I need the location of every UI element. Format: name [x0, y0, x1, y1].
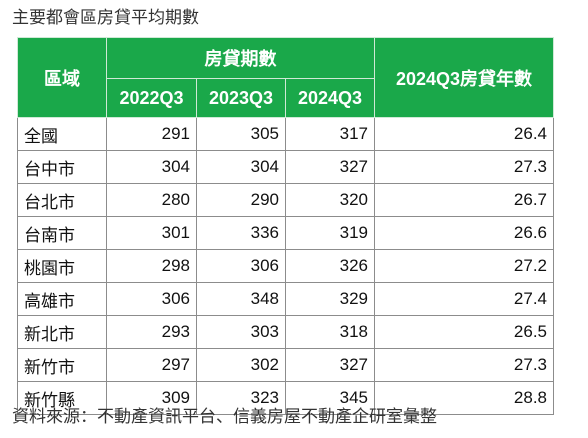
region-cell: 新竹市	[17, 348, 107, 382]
period-2022q3-cell: 298	[106, 249, 197, 283]
period-2023q3-cell: 304	[196, 150, 286, 184]
table-row: 全國 291 305 317 26.4	[17, 117, 555, 151]
table-row: 台南市 301 336 319 26.6	[17, 216, 555, 250]
region-cell: 台北市	[17, 183, 107, 217]
region-cell: 全國	[17, 117, 107, 151]
period-2023q3-cell: 306	[196, 249, 286, 283]
period-2022q3-cell: 280	[106, 183, 197, 217]
table-title: 主要都會區房貸平均期數	[12, 8, 199, 28]
period-2024q3-cell: 327	[284, 348, 376, 382]
years-cell: 28.8	[374, 381, 555, 415]
header-mortgage-years: 2024Q3房貸年數	[374, 37, 555, 118]
period-2022q3-cell: 297	[106, 348, 197, 382]
region-cell: 台南市	[17, 216, 107, 250]
region-cell: 台中市	[17, 150, 107, 184]
period-2024q3-cell: 317	[284, 117, 376, 151]
period-2024q3-cell: 318	[284, 315, 376, 349]
table-row: 高雄市 306 348 329 27.4	[17, 282, 555, 316]
period-2023q3-cell: 348	[196, 282, 286, 316]
period-2022q3-cell: 306	[106, 282, 197, 316]
region-cell: 新竹縣	[17, 381, 107, 415]
period-2024q3-cell: 327	[284, 150, 376, 184]
years-cell: 27.2	[374, 249, 555, 283]
header-period-2024q3: 2024Q3	[284, 78, 376, 118]
region-cell: 新北市	[17, 315, 107, 349]
period-2022q3-cell: 304	[106, 150, 197, 184]
period-2023q3-cell: 302	[196, 348, 286, 382]
years-cell: 26.5	[374, 315, 555, 349]
header-period-2022q3: 2022Q3	[106, 78, 197, 118]
years-cell: 26.6	[374, 216, 555, 250]
period-2022q3-cell: 291	[106, 117, 197, 151]
years-cell: 26.4	[374, 117, 555, 151]
table-row: 新北市 293 303 318 26.5	[17, 315, 555, 349]
region-cell: 高雄市	[17, 282, 107, 316]
years-cell: 27.3	[374, 348, 555, 382]
table-row: 台中市 304 304 327 27.3	[17, 150, 555, 184]
table-row: 新竹縣 309 323 345 28.8	[17, 381, 555, 415]
table-row: 桃園市 298 306 326 27.2	[17, 249, 555, 283]
table-body: 全國 291 305 317 26.4 台中市 304 304 327 27.3 台北市 280 290…	[17, 117, 555, 415]
period-2022q3-cell: 301	[106, 216, 197, 250]
header-mortgage-periods: 房貸期數	[105, 37, 376, 79]
source-note: 資料來源：不動產資訊平台、信義房屋不動產企研室彙整	[12, 407, 437, 427]
period-2023q3-cell: 305	[196, 117, 286, 151]
period-2024q3-cell: 319	[284, 216, 376, 250]
years-cell: 27.3	[374, 150, 555, 184]
header-period-2023q3: 2023Q3	[196, 78, 286, 118]
period-2024q3-cell: 320	[284, 183, 376, 217]
header-region: 區域	[17, 37, 107, 118]
period-2023q3-cell: 303	[196, 315, 286, 349]
table-row: 新竹市 297 302 327 27.3	[17, 348, 555, 382]
years-cell: 26.7	[374, 183, 555, 217]
mortgage-table: 區域 房貸期數 2024Q3房貸年數 2022Q3 2023Q3 2024Q3 …	[17, 37, 555, 415]
period-2024q3-cell: 329	[284, 282, 376, 316]
period-2022q3-cell: 293	[106, 315, 197, 349]
table-row: 台北市 280 290 320 26.7	[17, 183, 555, 217]
period-2022q3-cell: 309	[106, 381, 197, 415]
period-2023q3-cell: 336	[196, 216, 286, 250]
period-2023q3-cell: 290	[196, 183, 286, 217]
period-2024q3-cell: 345	[284, 381, 376, 415]
years-cell: 27.4	[374, 282, 555, 316]
period-2024q3-cell: 326	[284, 249, 376, 283]
region-cell: 桃園市	[17, 249, 107, 283]
